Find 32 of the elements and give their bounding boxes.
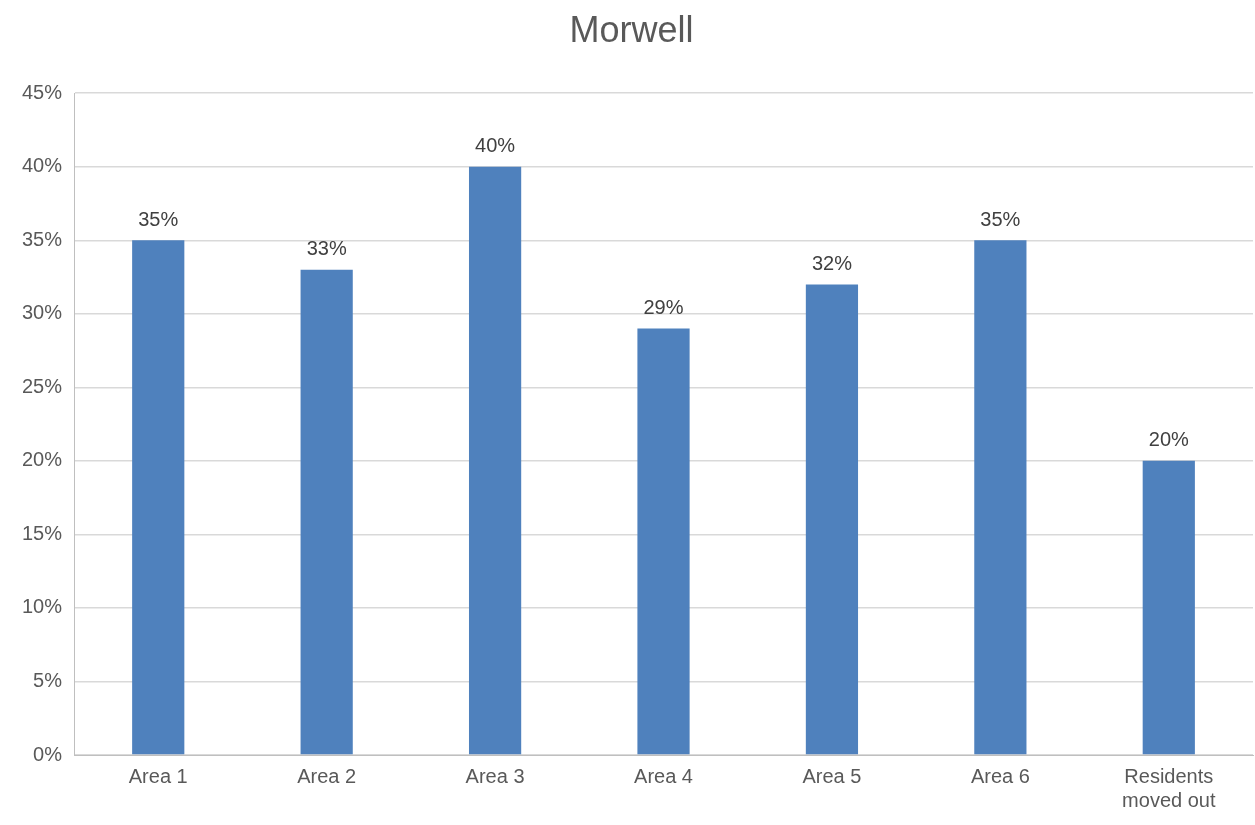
- x-tick-label: Area 2: [297, 764, 357, 787]
- y-tick-label: 30%: [22, 301, 63, 324]
- bar: [805, 284, 859, 755]
- bar: [637, 328, 690, 755]
- data-label: 40%: [475, 134, 516, 157]
- data-label: 29%: [643, 296, 684, 319]
- data-label: 35%: [980, 207, 1021, 230]
- data-label: 32%: [811, 251, 853, 274]
- y-tick-label: 25%: [22, 374, 63, 397]
- y-tick-label: 35%: [22, 227, 63, 250]
- y-tick-label: 45%: [22, 80, 63, 103]
- chart-title: Morwell: [569, 8, 694, 50]
- bar: [974, 240, 1027, 755]
- y-tick-label: 20%: [22, 448, 63, 471]
- bar: [468, 166, 522, 755]
- x-tick-label: Area 4: [634, 764, 693, 787]
- y-tick-label: 15%: [22, 521, 63, 544]
- y-tick-label: 5%: [33, 668, 63, 691]
- x-tick-label: Residents moved out: [1122, 764, 1216, 811]
- x-tick-label: Area 3: [465, 764, 525, 787]
- data-label: 35%: [138, 207, 179, 230]
- y-tick-label: 0%: [33, 742, 63, 765]
- data-label: 20%: [1148, 428, 1190, 451]
- data-label: 33%: [306, 237, 347, 260]
- bar: [132, 240, 185, 755]
- x-tick-label: Area 6: [970, 764, 1030, 787]
- y-tick-label: 40%: [22, 154, 63, 177]
- bar: [1142, 460, 1195, 755]
- bar: [300, 269, 353, 755]
- x-tick-label: Area 5: [802, 764, 862, 787]
- y-tick-label: 10%: [22, 595, 63, 618]
- x-tick-label: Area 1: [128, 764, 188, 787]
